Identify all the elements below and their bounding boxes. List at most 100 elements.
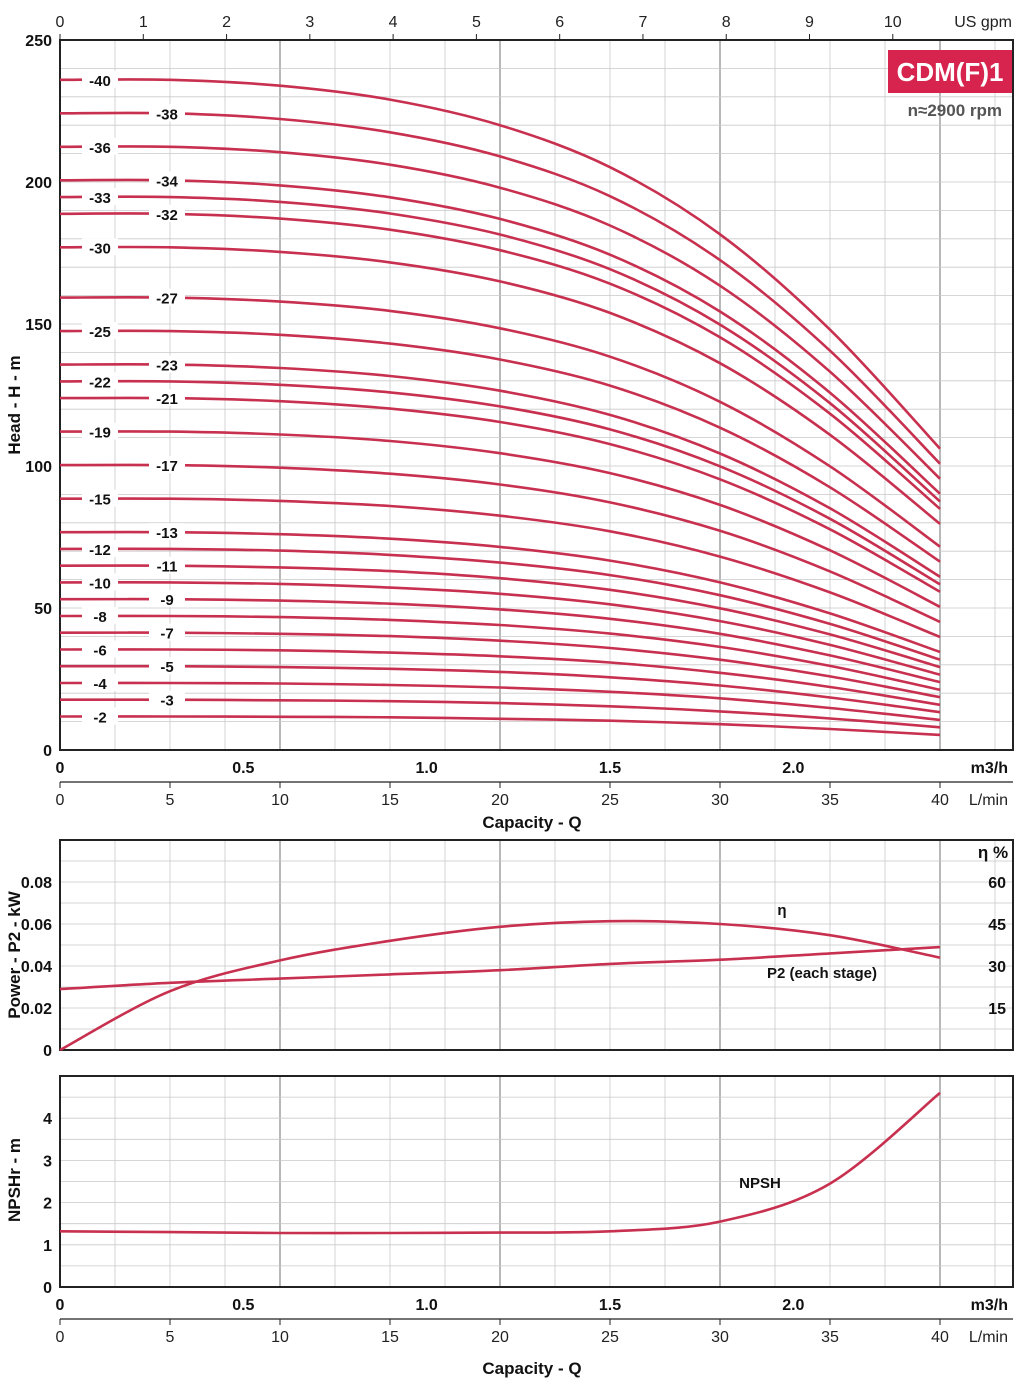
curve-label-bg (149, 657, 185, 675)
lmin-tick-label: 0 (56, 1329, 65, 1346)
lmin-tick-label: 20 (491, 792, 509, 809)
lmin-tick-label: 25 (601, 1329, 619, 1346)
head-curve-stage-10 (59, 581, 941, 676)
gpm-tick-label: 0 (56, 14, 65, 31)
head-curve-stage-6 (59, 648, 941, 707)
curve-label: -30 (89, 240, 111, 257)
capacity-axis-title-top: Capacity - Q (482, 813, 581, 832)
y-tick-label: 200 (25, 175, 52, 192)
efficiency-curve-label: η (777, 902, 786, 919)
head-curve-stage-22 (59, 379, 941, 586)
curve-label-bg (149, 104, 185, 122)
m3h-unit-label: m3/h (971, 760, 1008, 777)
curve-label: -4 (93, 676, 107, 693)
curve-label: -23 (156, 358, 178, 375)
head-curve-stage-32 (59, 212, 941, 510)
curve-label-bg (82, 606, 118, 624)
gpm-tick-label: 3 (305, 14, 314, 31)
lmin-tick-label: 10 (271, 1329, 289, 1346)
curve-label: -21 (156, 391, 178, 408)
curve-label: -19 (89, 425, 111, 442)
curve-label-bg (149, 556, 185, 574)
npsh-tick-label: 3 (43, 1153, 52, 1170)
head-curve-stage-25 (59, 329, 941, 563)
lmin-tick-label: 35 (821, 792, 839, 809)
m3h-tick-label: 0.5 (232, 760, 254, 777)
efficiency-tick-label: 45 (988, 917, 1006, 934)
curve-label: -2 (93, 709, 106, 726)
curve-label-bg (149, 288, 185, 306)
lmin-tick-label: 5 (166, 792, 175, 809)
m3h-tick-label: 0 (56, 1297, 65, 1314)
head-curve-stage-8 (59, 614, 941, 692)
npsh-tick-label: 4 (43, 1111, 52, 1128)
head-curve-stage-40 (59, 78, 941, 450)
npsh-axis-title: NPSHr - m (5, 1138, 24, 1222)
curve-label-bg (149, 523, 185, 541)
curve-label: -22 (89, 374, 111, 391)
curve-label-bg (82, 640, 118, 658)
efficiency-axis-title: η % (978, 843, 1008, 862)
power-curve (59, 945, 941, 991)
npsh-tick-label: 1 (43, 1238, 52, 1255)
gpm-unit-label: US gpm (954, 14, 1012, 31)
curve-label: -15 (89, 492, 111, 509)
head-curve-stage-11 (59, 564, 941, 669)
gpm-tick-label: 8 (722, 14, 731, 31)
capacity-axis-title-bottom: Capacity - Q (482, 1359, 581, 1378)
curve-label-bg (82, 70, 118, 88)
plot-frame (59, 839, 1014, 1051)
plot-frame (59, 1075, 1014, 1288)
head-curve-stage-4 (59, 681, 941, 722)
head-curve-stage-36 (59, 145, 941, 480)
m3h-tick-label: 1.5 (599, 760, 621, 777)
speed-label: n≈2900 rpm (908, 101, 1002, 120)
curve-label-bg (149, 204, 185, 222)
head-curve-stage-7 (59, 631, 941, 699)
curve-label-bg (149, 355, 185, 373)
curve-label-bg (82, 539, 118, 557)
model-badge (888, 50, 1012, 93)
lmin-tick-label: 0 (56, 792, 65, 809)
curve-label-bg (149, 590, 185, 608)
gpm-tick-label: 4 (389, 14, 398, 31)
head-curve-stage-3 (59, 698, 941, 729)
lmin-tick-label: 40 (931, 792, 949, 809)
lmin-tick-label: 20 (491, 1329, 509, 1346)
efficiency-tick-label: 15 (988, 1001, 1006, 1018)
curve-label-bg (149, 171, 185, 189)
curve-label: -38 (156, 106, 178, 123)
curve-label-bg (82, 489, 118, 507)
lmin-tick-label: 25 (601, 792, 619, 809)
head-curve-stage-34 (59, 178, 941, 495)
gpm-tick-label: 9 (805, 14, 814, 31)
gpm-tick-label: 1 (139, 14, 148, 31)
head-curve-stage-33 (59, 195, 941, 503)
m3h-tick-label: 1.0 (416, 760, 438, 777)
curve-label: -5 (160, 659, 173, 676)
curve-label: -12 (89, 542, 111, 559)
lmin-tick-label: 40 (931, 1329, 949, 1346)
power-curve-label: P2 (each stage) (767, 965, 877, 982)
efficiency-tick-label: 30 (988, 959, 1006, 976)
npsh-curve (59, 1091, 941, 1235)
curve-label-bg (149, 456, 185, 474)
y-tick-label: 100 (25, 459, 52, 476)
y-tick-label: 50 (34, 601, 52, 618)
lmin-tick-label: 30 (711, 1329, 729, 1346)
head-curve-stage-17 (59, 463, 941, 624)
curve-label: -11 (157, 559, 178, 576)
gpm-tick-label: 6 (555, 14, 564, 31)
m3h-tick-label: 2.0 (782, 760, 804, 777)
curve-label: -34 (156, 173, 178, 190)
lmin-tick-label: 35 (821, 1329, 839, 1346)
curve-label: -33 (89, 190, 111, 207)
m3h-unit-label: m3/h (971, 1297, 1008, 1314)
head-curve-stage-21 (59, 396, 941, 593)
y-tick-label: 250 (25, 33, 52, 50)
m3h-tick-label: 1.0 (416, 1297, 438, 1314)
lmin-unit-label: L/min (969, 1329, 1008, 1346)
npsh-tick-label: 2 (43, 1196, 52, 1213)
curve-label: -8 (93, 609, 106, 626)
